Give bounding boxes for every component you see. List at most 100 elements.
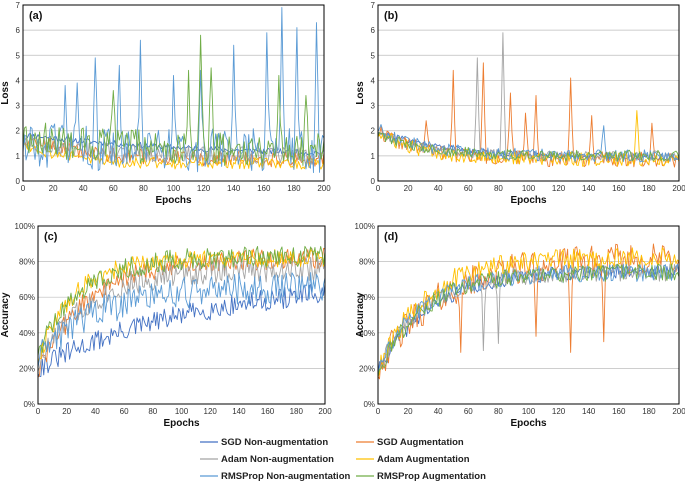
x-tick-label: 140 xyxy=(227,184,241,193)
series-line-sgd_non xyxy=(378,263,679,376)
y-tick-label: 40% xyxy=(359,329,375,338)
x-tick-label: 120 xyxy=(552,407,566,416)
series-line-adam_non xyxy=(378,263,679,374)
x-tick-label: 160 xyxy=(261,407,275,416)
x-tick-label: 100 xyxy=(167,184,181,193)
x-tick-label: 140 xyxy=(582,407,596,416)
series-line-rms_aug xyxy=(23,34,324,166)
y-tick-label: 5 xyxy=(16,51,21,60)
panel-label: (c) xyxy=(44,231,58,243)
x-axis-title: Epochs xyxy=(163,418,200,429)
y-tick-label: 0% xyxy=(23,400,35,409)
x-tick-label: 160 xyxy=(612,407,626,416)
legend-item-rms_aug: RMSProp Augmentation xyxy=(356,471,486,482)
series-line-adam_non xyxy=(378,32,679,162)
y-tick-label: 5 xyxy=(371,51,376,60)
y-axis-title: Accuracy xyxy=(0,292,11,337)
legend-item-rms_non: RMSProp Non-augmentation xyxy=(200,471,350,482)
x-tick-label: 120 xyxy=(204,407,218,416)
x-tick-label: 200 xyxy=(318,407,332,416)
y-tick-label: 3 xyxy=(371,102,376,111)
y-tick-label: 4 xyxy=(371,76,376,85)
y-tick-label: 2 xyxy=(16,127,21,136)
y-tick-label: 4 xyxy=(16,76,21,85)
y-tick-label: 60% xyxy=(19,293,35,302)
x-tick-label: 180 xyxy=(642,184,656,193)
x-tick-label: 20 xyxy=(49,184,58,193)
x-tick-label: 180 xyxy=(287,184,301,193)
y-axis-title: Loss xyxy=(0,81,11,105)
series-line-rms_aug xyxy=(378,263,679,377)
series-line-adam_aug xyxy=(38,249,325,365)
x-tick-label: 140 xyxy=(232,407,246,416)
legend: SGD Non-augmentation SGD Augmentation Adam… xyxy=(200,437,486,482)
x-tick-label: 100 xyxy=(522,184,536,193)
y-tick-label: 20% xyxy=(359,364,375,373)
y-tick-label: 40% xyxy=(19,329,35,338)
plot-area-frame xyxy=(37,225,326,405)
chart-panel-3: 0% 20% 40% 60% 80% 100% 0 20 40 60 80 100 120 140 160 1… xyxy=(0,222,332,429)
chart-panel-1: 0 1 2 3 4 5 6 7 0 20 40 60 80 100 120 140 160 180 200 (a) Ep… xyxy=(0,1,331,206)
plot-area-frame xyxy=(377,225,680,405)
y-tick-label: 7 xyxy=(16,1,21,10)
chart-panel-4: 0% 20% 40% 60% 80% 100% 0 20 40 60 80 100 120 140 160 1… xyxy=(355,222,685,429)
y-tick-label: 1 xyxy=(371,152,376,161)
y-tick-label: 20% xyxy=(19,364,35,373)
y-tick-label: 0 xyxy=(16,177,21,186)
x-tick-label: 60 xyxy=(464,407,473,416)
series-line-sgd_aug xyxy=(378,62,679,168)
x-tick-label: 180 xyxy=(290,407,304,416)
x-tick-label: 160 xyxy=(612,184,626,193)
series-line-rms_aug xyxy=(378,132,679,162)
legend-label: Adam Augmentation xyxy=(377,454,470,465)
legend-label: SGD Augmentation xyxy=(377,437,464,448)
x-axis-title: Epochs xyxy=(510,418,547,429)
legend-item-adam_non: Adam Non-augmentation xyxy=(200,454,334,465)
y-tick-label: 0% xyxy=(363,400,375,409)
x-tick-label: 140 xyxy=(582,184,596,193)
panel-label: (b) xyxy=(384,10,398,22)
panel-label: (d) xyxy=(384,231,398,243)
y-axis-title: Accuracy xyxy=(355,292,366,337)
x-tick-label: 0 xyxy=(36,407,41,416)
y-tick-label: 7 xyxy=(371,1,376,10)
y-axis-title: Loss xyxy=(355,81,366,105)
series-line-rms_non xyxy=(378,124,679,163)
x-tick-label: 180 xyxy=(642,407,656,416)
x-tick-label: 0 xyxy=(376,407,381,416)
x-tick-label: 200 xyxy=(672,407,685,416)
y-tick-label: 3 xyxy=(16,102,21,111)
x-tick-label: 100 xyxy=(522,407,536,416)
x-tick-label: 40 xyxy=(79,184,88,193)
series-line-adam_aug xyxy=(378,247,679,378)
y-tick-label: 60% xyxy=(359,293,375,302)
plot-area-frame xyxy=(22,4,325,182)
x-tick-label: 120 xyxy=(197,184,211,193)
legend-label: RMSProp Non-augmentation xyxy=(221,471,350,482)
x-tick-label: 100 xyxy=(175,407,189,416)
y-tick-label: 0 xyxy=(371,177,376,186)
y-tick-label: 100% xyxy=(15,222,35,231)
legend-label: RMSProp Augmentation xyxy=(377,471,486,482)
legend-item-sgd_aug: SGD Augmentation xyxy=(356,437,464,448)
y-tick-label: 6 xyxy=(16,26,21,35)
y-tick-label: 80% xyxy=(359,258,375,267)
x-tick-label: 60 xyxy=(464,184,473,193)
x-tick-label: 80 xyxy=(139,184,148,193)
y-tick-label: 6 xyxy=(371,26,376,35)
x-tick-label: 120 xyxy=(552,184,566,193)
legend-item-sgd_non: SGD Non-augmentation xyxy=(200,437,328,448)
x-axis-title: Epochs xyxy=(510,195,547,206)
x-tick-label: 40 xyxy=(434,184,443,193)
legend-label: SGD Non-augmentation xyxy=(221,437,328,448)
series-line-rms_non xyxy=(38,272,325,368)
y-tick-label: 100% xyxy=(355,222,375,231)
x-tick-label: 200 xyxy=(317,184,331,193)
x-tick-label: 20 xyxy=(62,407,71,416)
x-tick-label: 80 xyxy=(494,184,503,193)
y-tick-label: 1 xyxy=(16,152,21,161)
x-tick-label: 0 xyxy=(21,184,26,193)
legend-label: Adam Non-augmentation xyxy=(221,454,334,465)
x-tick-label: 200 xyxy=(672,184,685,193)
